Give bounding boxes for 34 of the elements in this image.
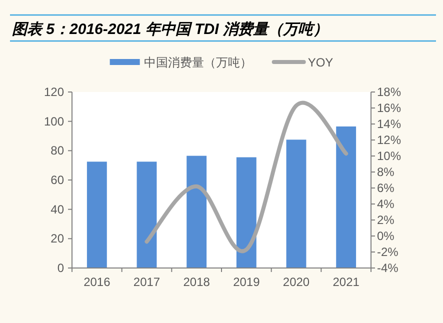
x-tick-label: 2018: [183, 275, 210, 289]
y2-tick-label: 16%: [377, 101, 402, 115]
x-tick-label: 2017: [133, 275, 160, 289]
y-tick-label: 20: [50, 232, 64, 246]
y2-tick-label: 12%: [377, 133, 402, 147]
y2-tick-label: -4%: [377, 261, 399, 275]
x-tick-label: 2021: [332, 275, 360, 289]
y2-tick-label: 4%: [377, 197, 395, 211]
bar: [86, 162, 107, 268]
x-tick-label: 2016: [84, 275, 111, 289]
y-tick-label: 0: [57, 261, 64, 275]
bar: [336, 126, 356, 268]
y2-tick-label: 6%: [377, 181, 395, 195]
y2-tick-label: 8%: [377, 165, 395, 179]
y2-tick-label: 18%: [377, 85, 402, 99]
bar: [286, 140, 306, 268]
legend-label: 中国消费量（万吨）: [144, 56, 252, 70]
chart-title: 图表 5：2016-2021 年中国 TDI 消费量（万吨）: [12, 21, 328, 38]
x-tick-label: 2019: [233, 275, 260, 289]
y2-tick-label: -2%: [377, 245, 399, 259]
y-tick-label: 100: [44, 114, 64, 128]
y-tick-label: 80: [50, 144, 64, 158]
y-tick-label: 120: [44, 85, 64, 99]
legend-label: YOY: [308, 56, 334, 70]
y-tick-label: 40: [50, 202, 64, 216]
x-tick-label: 2020: [282, 275, 310, 289]
y2-tick-label: 10%: [377, 149, 402, 163]
bar: [186, 156, 207, 268]
y2-tick-label: 14%: [377, 117, 402, 131]
bar: [236, 157, 256, 268]
y2-tick-label: 2%: [377, 213, 395, 227]
y-tick-label: 60: [50, 173, 64, 187]
y2-tick-label: 0%: [377, 229, 395, 243]
bar: [136, 162, 157, 268]
